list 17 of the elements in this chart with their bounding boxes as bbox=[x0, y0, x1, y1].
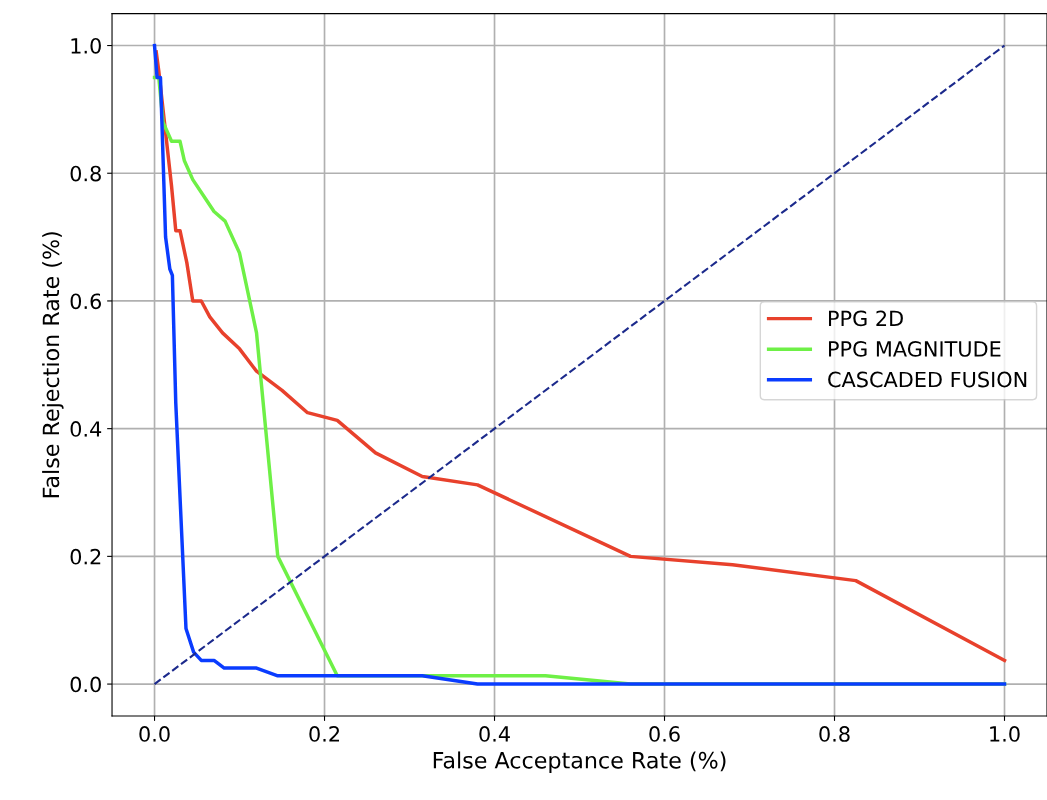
x-tick-label: 0.8 bbox=[819, 726, 850, 742]
y-axis-title: False Rejection Rate (%) bbox=[42, 232, 64, 498]
legend-label: PPG MAGNITUDE bbox=[829, 341, 1001, 357]
y-tick-label: 0.8 bbox=[70, 165, 101, 182]
y-tick-label: 0.4 bbox=[70, 421, 102, 437]
legend-label: PPG 2D bbox=[829, 310, 903, 327]
y-tick-label: 0.2 bbox=[70, 548, 101, 565]
y-tick-label: 0.6 bbox=[70, 293, 101, 310]
y-tick-label: 0.0 bbox=[70, 676, 101, 693]
x-tick-label: 0.0 bbox=[139, 726, 170, 742]
x-tick-label: 0.2 bbox=[309, 726, 339, 742]
x-tick-label: 1.0 bbox=[990, 726, 1020, 742]
x-tick-label: 0.6 bbox=[649, 726, 680, 742]
x-tick-label: 0.4 bbox=[479, 726, 510, 742]
y-tick-label: 1.0 bbox=[71, 37, 101, 54]
legend-label: CASCADED FUSION bbox=[828, 371, 1027, 388]
x-axis-title: False Acceptance Rate (%) bbox=[433, 751, 726, 773]
